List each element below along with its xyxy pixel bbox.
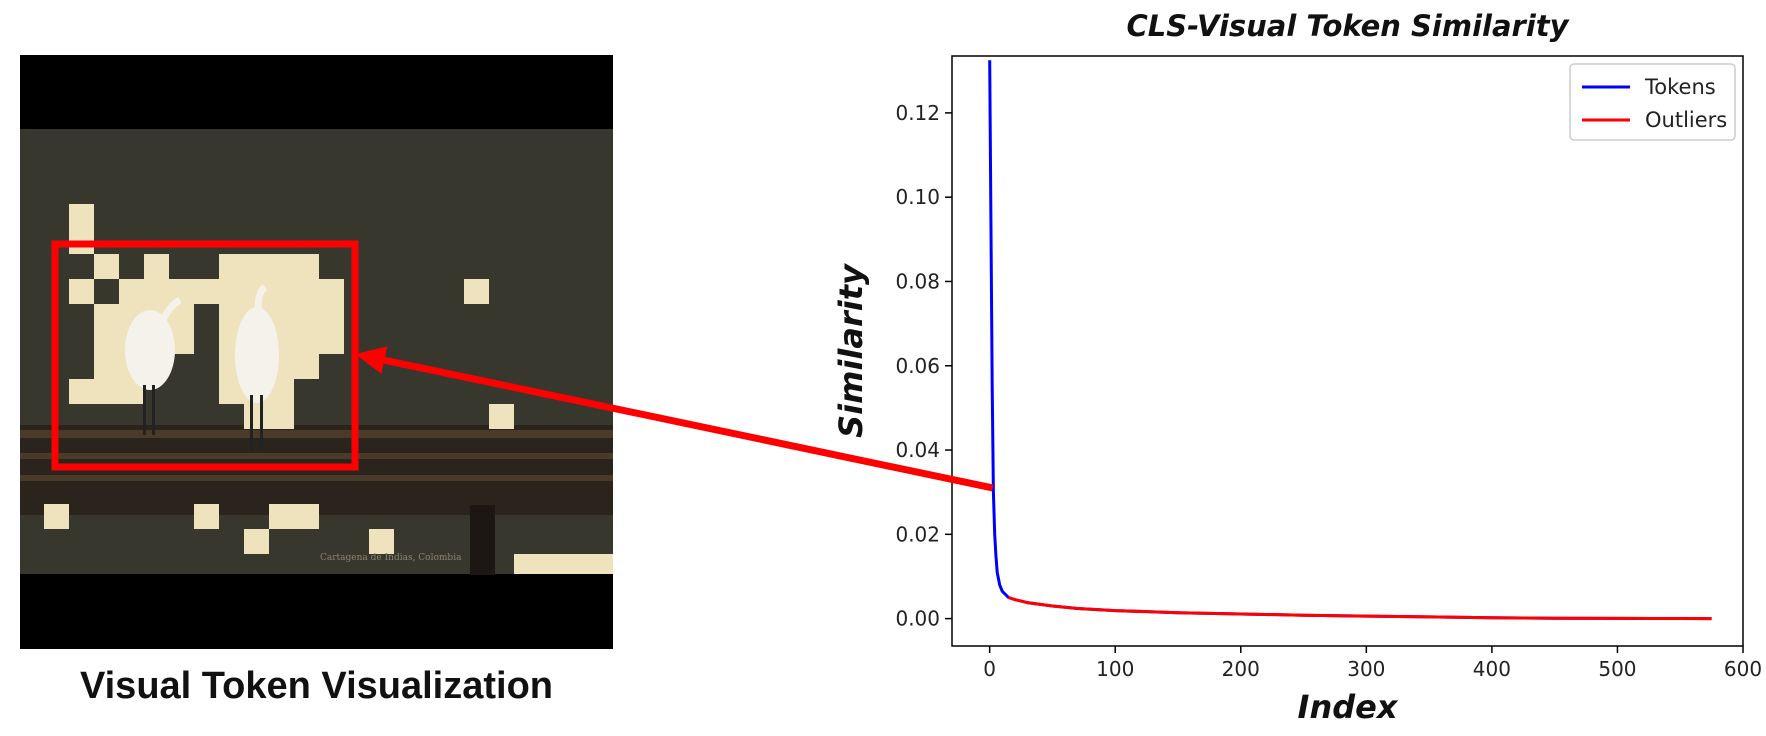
x-axis-title: Index — [1298, 688, 1399, 726]
y-axis: 0.00 0.02 0.04 0.06 0.08 0.10 0.12 — [895, 101, 952, 631]
legend-label: Outliers — [1645, 108, 1727, 132]
x-axis: 0 100 200 300 400 500 600 — [983, 646, 1762, 681]
x-tick-label: 300 — [1347, 657, 1385, 681]
x-tick-label: 0 — [983, 657, 996, 681]
visual-token-image: Cartagena de Indias, Colombia — [20, 55, 613, 649]
legend: Tokens Outliers — [1569, 63, 1736, 141]
y-tick-label: 0.08 — [895, 269, 940, 293]
y-tick-label: 0.00 — [895, 607, 940, 631]
series-lines — [988, 60, 1712, 621]
x-tick-label: 500 — [1598, 657, 1636, 681]
annotation-arrow — [355, 346, 994, 492]
egret-right — [235, 284, 279, 450]
x-tick-label: 200 — [1222, 657, 1260, 681]
photo-watermark: Cartagena de Indias, Colombia — [320, 553, 462, 563]
y-tick-label: 0.12 — [895, 101, 940, 125]
legend-label: Tokens — [1644, 75, 1716, 99]
arrow-head — [355, 346, 388, 374]
chart-title: CLS-Visual Token Similarity — [1126, 9, 1569, 43]
series-line-outliers — [1008, 596, 1712, 621]
x-tick-label: 100 — [1096, 657, 1134, 681]
highlight-box — [51, 240, 359, 471]
series-line-tokens — [988, 60, 1712, 621]
y-axis-title: Similarity — [832, 263, 870, 438]
left-caption: Visual Token Visualization — [79, 665, 554, 707]
plot-frame — [951, 55, 1744, 647]
y-tick-label: 0.02 — [895, 522, 940, 546]
x-tick-label: 600 — [1724, 657, 1762, 681]
y-tick-label: 0.10 — [895, 185, 940, 209]
arrow-shaft — [383, 356, 994, 492]
y-tick-label: 0.06 — [895, 354, 940, 378]
x-tick-label: 400 — [1473, 657, 1511, 681]
y-tick-label: 0.04 — [895, 438, 940, 462]
egret-left — [125, 296, 182, 435]
